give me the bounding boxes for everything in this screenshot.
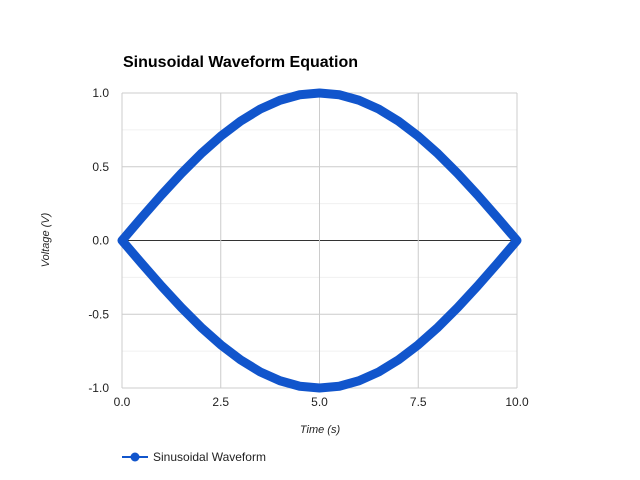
y-tick-label: 0.0 <box>92 234 109 248</box>
series-line <box>117 88 522 393</box>
y-tick-label: -0.5 <box>88 307 109 321</box>
y-tick-label: -1.0 <box>88 381 109 395</box>
x-axis-title: Time (s) <box>300 424 341 436</box>
y-tick-label: 1.0 <box>92 86 109 100</box>
chart-title: Sinusoidal Waveform Equation <box>123 54 358 71</box>
series-layer <box>117 88 522 393</box>
y-tick-label: 0.5 <box>92 160 109 174</box>
x-axis-ticks: 0.0 2.5 5.0 7.5 10.0 <box>114 395 529 409</box>
legend-marker-icon <box>130 452 140 462</box>
legend-label: Sinusoidal Waveform <box>153 450 266 464</box>
legend[interactable]: Sinusoidal Waveform <box>122 450 266 464</box>
x-tick-label: 2.5 <box>212 395 229 409</box>
x-tick-label: 0.0 <box>114 395 131 409</box>
x-tick-label: 7.5 <box>410 395 427 409</box>
grid <box>121 92 518 389</box>
y-axis-title: Voltage (V) <box>40 212 52 267</box>
x-tick-label: 5.0 <box>311 395 328 409</box>
x-tick-label: 10.0 <box>505 395 529 409</box>
y-axis-ticks: 1.0 0.5 0.0 -0.5 -1.0 <box>88 86 109 395</box>
